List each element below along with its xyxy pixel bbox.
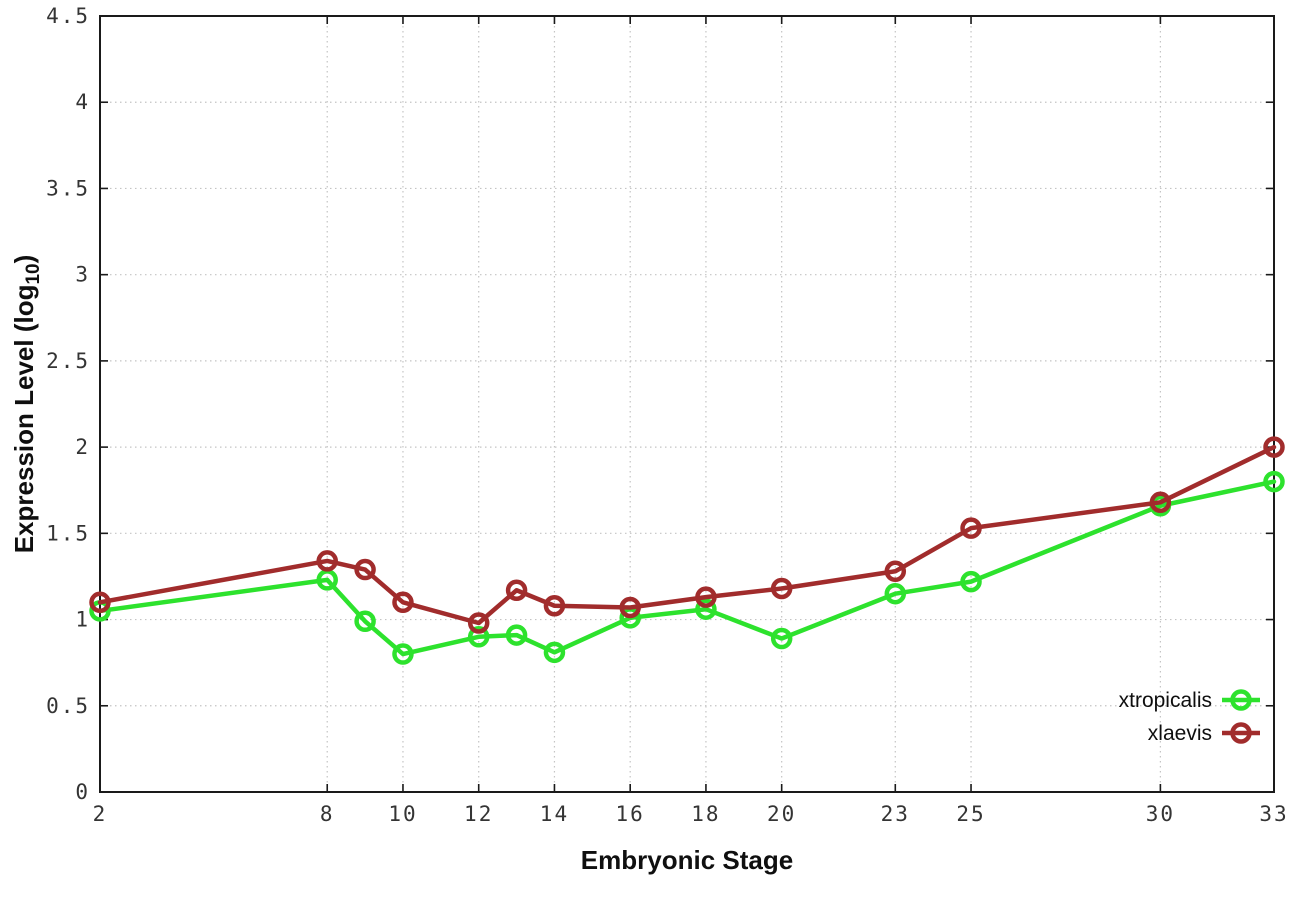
series-marker-xlaevis [505,579,528,601]
y-tick-label: 0 [75,780,90,804]
series-marker-xtropicalis [543,641,566,664]
series-marker-xlaevis [1263,436,1285,458]
legend-label-xtropicalis: xtropicalis [1119,689,1212,712]
series-marker-xlaevis [89,591,111,614]
legend-label-xlaevis: xlaevis [1148,722,1212,745]
y-tick-label: 1.5 [46,521,90,545]
y-axis-title-subscript: 10 [23,263,45,285]
series-marker-xlaevis [619,596,641,619]
y-axis-title-suffix: ) [8,254,39,264]
series-marker-xtropicalis [1263,470,1285,493]
x-tick-label: 10 [388,802,417,826]
series-marker-xtropicalis [354,610,376,633]
y-tick-label: 4 [75,90,90,114]
x-tick-label: 12 [464,802,493,826]
legend-sample-marker-xtropicalis [1230,689,1252,711]
y-tick-label: 1 [75,608,90,632]
series-marker-xlaevis [543,595,566,617]
series-marker-xtropicalis [467,626,490,648]
x-tick-label: 23 [881,802,910,826]
legend-sample-marker-xlaevis [1230,722,1252,744]
series-marker-xtropicalis [770,627,793,650]
y-tick-label: 2 [75,435,90,459]
series-marker-xlaevis [354,558,376,581]
series-marker-xtropicalis [505,624,528,646]
series-marker-xlaevis [960,517,982,539]
y-tick-label: 3.5 [46,176,90,200]
series-marker-xtropicalis [695,598,717,620]
series-marker-xlaevis [392,591,414,614]
x-tick-label: 18 [691,802,720,826]
series-line-xtropicalis [97,479,1277,657]
series-marker-xtropicalis [392,643,414,665]
y-axis-title: Expression Level (log10) [9,255,45,554]
series-marker-xtropicalis [884,582,907,605]
x-tick-label: 20 [767,802,796,826]
series-line-xlaevis [97,444,1277,626]
series-marker-xlaevis [316,550,338,572]
x-tick-label: 30 [1146,802,1175,826]
x-tick-label: 14 [540,802,569,826]
y-tick-label: 0.5 [46,694,90,718]
series-marker-xtropicalis [960,570,982,593]
series-marker-xlaevis [770,577,793,600]
y-tick-label: 3 [75,263,90,287]
x-tick-label: 2 [93,802,108,826]
x-tick-label: 25 [956,802,985,826]
x-axis-title: Embryonic Stage [580,845,794,875]
y-axis-title-text: Expression Level (log [8,284,39,554]
series-marker-xlaevis [1149,491,1172,514]
y-tick-label: 2.5 [46,349,90,373]
y-tick-label: 4.5 [46,4,90,28]
series-marker-xlaevis [884,560,907,583]
series-marker-xlaevis [695,586,717,608]
plot-border [99,15,1275,793]
x-tick-label: 8 [320,802,335,826]
series-marker-xlaevis [467,612,490,634]
x-tick-label: 33 [1259,802,1288,826]
x-tick-label: 16 [616,802,645,826]
